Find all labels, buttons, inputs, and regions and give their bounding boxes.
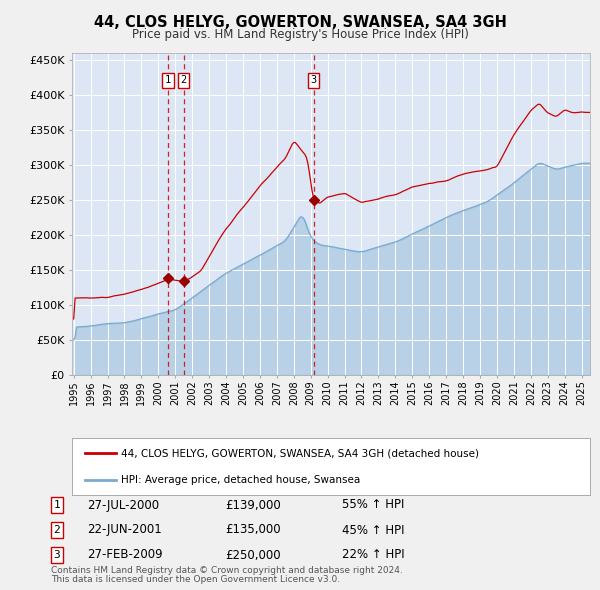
Text: 44, CLOS HELYG, GOWERTON, SWANSEA, SA4 3GH: 44, CLOS HELYG, GOWERTON, SWANSEA, SA4 3… bbox=[94, 15, 506, 30]
Text: 27-JUL-2000: 27-JUL-2000 bbox=[87, 499, 159, 512]
Text: 1: 1 bbox=[165, 76, 171, 86]
Text: 27-FEB-2009: 27-FEB-2009 bbox=[87, 549, 163, 562]
Text: £135,000: £135,000 bbox=[225, 523, 281, 536]
Text: 2: 2 bbox=[181, 76, 187, 86]
Text: HPI: Average price, detached house, Swansea: HPI: Average price, detached house, Swan… bbox=[121, 474, 361, 484]
Text: Contains HM Land Registry data © Crown copyright and database right 2024.: Contains HM Land Registry data © Crown c… bbox=[51, 566, 403, 575]
Text: 3: 3 bbox=[53, 550, 61, 560]
Text: 22% ↑ HPI: 22% ↑ HPI bbox=[342, 549, 404, 562]
Text: £139,000: £139,000 bbox=[225, 499, 281, 512]
Text: 3: 3 bbox=[310, 76, 317, 86]
Text: 44, CLOS HELYG, GOWERTON, SWANSEA, SA4 3GH (detached house): 44, CLOS HELYG, GOWERTON, SWANSEA, SA4 3… bbox=[121, 448, 479, 458]
Text: £250,000: £250,000 bbox=[225, 549, 281, 562]
Text: 45% ↑ HPI: 45% ↑ HPI bbox=[342, 523, 404, 536]
Text: 22-JUN-2001: 22-JUN-2001 bbox=[87, 523, 162, 536]
Text: 55% ↑ HPI: 55% ↑ HPI bbox=[342, 499, 404, 512]
Text: Price paid vs. HM Land Registry's House Price Index (HPI): Price paid vs. HM Land Registry's House … bbox=[131, 28, 469, 41]
Text: 1: 1 bbox=[53, 500, 61, 510]
Text: 2: 2 bbox=[53, 525, 61, 535]
Text: This data is licensed under the Open Government Licence v3.0.: This data is licensed under the Open Gov… bbox=[51, 575, 340, 584]
